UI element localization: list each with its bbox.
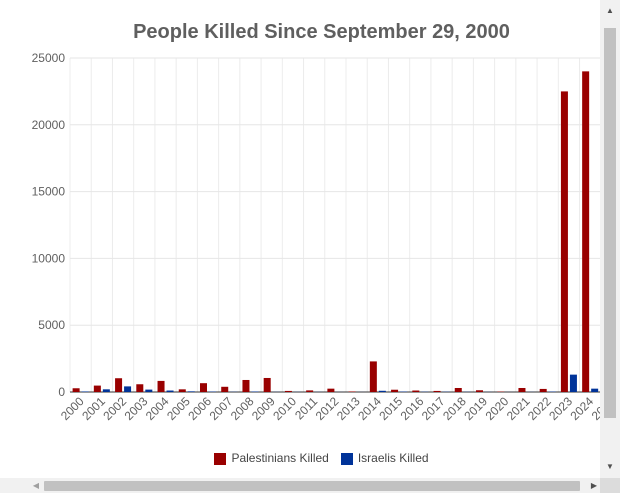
bar-palestinians-2006[interactable] xyxy=(199,383,207,392)
legend-item-israelis[interactable]: Israelis Killed xyxy=(340,450,429,465)
scroll-left-icon[interactable]: ◀ xyxy=(32,481,40,490)
bar-palestinians-2019[interactable] xyxy=(475,390,483,392)
bar-israelis-2001[interactable] xyxy=(102,389,110,392)
bar-palestinians-2023[interactable] xyxy=(560,91,568,393)
bar-palestinians-2014[interactable] xyxy=(369,361,377,392)
bar-palestinians-2013[interactable] xyxy=(348,391,356,392)
vertical-scrollbar[interactable]: ▲ ▼ xyxy=(600,0,620,478)
horizontal-scrollbar[interactable]: ◀ ▶ xyxy=(0,478,600,493)
y-tick-label: 5000 xyxy=(38,318,65,332)
bar-palestinians-2017[interactable] xyxy=(433,390,441,392)
bar-palestinians-2024[interactable] xyxy=(582,71,590,393)
bar-palestinians-2009[interactable] xyxy=(263,377,271,392)
y-tick-label: 15000 xyxy=(32,185,66,199)
bar-palestinians-2015[interactable] xyxy=(391,389,399,392)
bar-israelis-2004[interactable] xyxy=(166,390,174,392)
y-tick-label: 0 xyxy=(58,385,65,399)
legend-label: Palestinians Killed xyxy=(231,450,329,465)
bar-palestinians-2004[interactable] xyxy=(157,380,165,392)
scroll-right-icon[interactable]: ▶ xyxy=(590,481,598,490)
bar-palestinians-2007[interactable] xyxy=(221,386,229,392)
legend-label: Israelis Killed xyxy=(357,450,429,465)
bar-palestinians-2008[interactable] xyxy=(242,379,250,392)
bar-israelis-2002[interactable] xyxy=(124,386,132,392)
bar-israelis-2024[interactable] xyxy=(591,388,599,392)
bar-palestinians-2011[interactable] xyxy=(306,390,314,392)
scroll-up-icon[interactable]: ▲ xyxy=(606,6,614,15)
chart-legend: Palestinians Killed Israelis Killed xyxy=(0,450,600,465)
chart-title: People Killed Since September 29, 2000 xyxy=(133,21,510,43)
bar-israelis-2014[interactable] xyxy=(378,390,386,392)
bar-israelis-2003[interactable] xyxy=(145,389,153,392)
bar-palestinians-2005[interactable] xyxy=(178,389,186,392)
bar-palestinians-2018[interactable] xyxy=(454,387,462,392)
x-tick-label: 2025 xyxy=(589,394,600,423)
horizontal-scroll-thumb[interactable] xyxy=(44,481,580,491)
bar-palestinians-2002[interactable] xyxy=(115,378,123,392)
bar-palestinians-2012[interactable] xyxy=(327,388,335,392)
bar-israelis-2023[interactable] xyxy=(569,374,577,392)
bar-chart: 0500010000150002000025000200020012002200… xyxy=(32,51,600,423)
bar-palestinians-2010[interactable] xyxy=(284,390,292,392)
x-tick-label: 2011 xyxy=(292,394,320,422)
scrollbar-corner xyxy=(600,478,620,493)
bar-palestinians-2003[interactable] xyxy=(136,384,144,392)
bar-palestinians-2016[interactable] xyxy=(412,390,420,392)
bar-israelis-2005[interactable] xyxy=(187,391,195,392)
scroll-down-icon[interactable]: ▼ xyxy=(606,462,614,471)
bar-israelis-2000[interactable] xyxy=(81,391,89,392)
legend-swatch xyxy=(340,452,353,465)
bar-palestinians-2021[interactable] xyxy=(518,387,526,392)
vertical-scroll-thumb[interactable] xyxy=(604,28,616,418)
bar-palestinians-2022[interactable] xyxy=(539,388,547,392)
chart-viewport: People Killed Since September 29, 2000 0… xyxy=(0,21,600,465)
y-tick-label: 25000 xyxy=(32,51,66,65)
bar-palestinians-2000[interactable] xyxy=(72,388,80,392)
bar-palestinians-2001[interactable] xyxy=(93,385,101,392)
y-tick-label: 10000 xyxy=(32,251,66,265)
legend-swatch xyxy=(214,452,227,465)
legend-item-palestinians[interactable]: Palestinians Killed xyxy=(214,450,329,465)
y-tick-label: 20000 xyxy=(32,118,66,132)
